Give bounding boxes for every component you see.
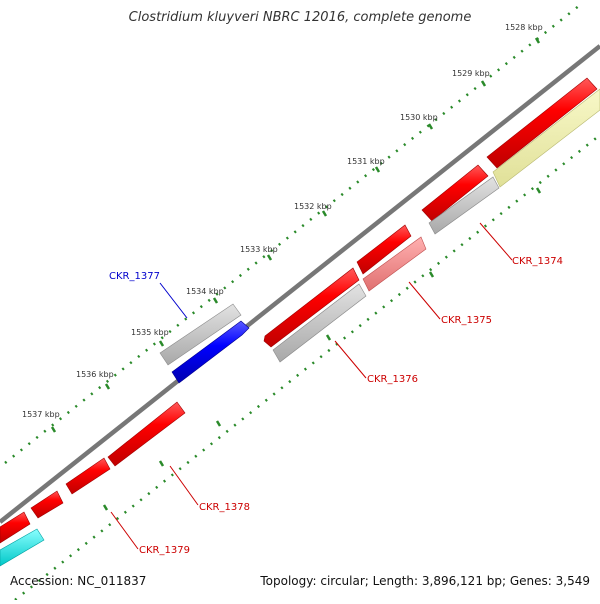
gene-arrow[interactable] [107, 401, 186, 467]
map-footer: Accession: NC_011837 Topology: circular;… [10, 574, 590, 590]
scale-label: 1530 kbp [400, 113, 438, 122]
gene-arrow[interactable] [263, 267, 360, 348]
scale-label: 1537 kbp [22, 410, 60, 419]
gene-labels: CKR_1374 CKR_1375 CKR_1376 CKR_1377 CKR_… [109, 256, 563, 556]
gene-arrow[interactable] [421, 164, 489, 222]
forward-strand-features [0, 77, 598, 544]
outer-major-ticks [50, 37, 541, 433]
scale-label: 1528 kbp [505, 23, 543, 32]
gene-arrow[interactable] [171, 320, 250, 384]
gene-leader-lines [110, 222, 513, 550]
gene-arrow[interactable] [159, 303, 242, 366]
gene-label[interactable]: CKR_1379 [139, 545, 190, 556]
scale-label: 1534 kbp [186, 287, 224, 296]
gene-label[interactable]: CKR_1377 [109, 271, 160, 282]
gene-arrow[interactable] [492, 88, 600, 188]
gene-label[interactable]: CKR_1374 [512, 256, 563, 267]
inner-major-ticks [102, 187, 542, 511]
gene-arrow[interactable] [272, 283, 367, 363]
scale-label: 1533 kbp [240, 245, 278, 254]
gene-arrow[interactable] [0, 528, 45, 567]
inner-scale-ruler [14, 134, 600, 601]
reverse-strand-features [0, 88, 600, 567]
scale-label: 1532 kbp [294, 202, 332, 211]
gene-label[interactable]: CKR_1378 [199, 502, 250, 513]
map-title: Clostridium kluyveri NBRC 12016, complet… [128, 10, 472, 25]
gene-label[interactable]: CKR_1375 [441, 315, 492, 326]
gene-arrow[interactable] [486, 77, 598, 169]
scale-label: 1535 kbp [131, 328, 169, 337]
outer-ruler-dots [4, 4, 581, 464]
gene-arrow[interactable] [0, 511, 31, 544]
genome-stats-text: Topology: circular; Length: 3,896,121 bp… [260, 574, 590, 588]
scale-label: 1529 kbp [452, 69, 490, 78]
outer-scale-ruler: 1528 kbp 1529 kbp 1530 kbp 1531 kbp 1532… [4, 4, 581, 464]
genome-backbone [0, 44, 600, 524]
gene-arrow[interactable] [30, 490, 64, 519]
gene-label[interactable]: CKR_1376 [367, 374, 418, 385]
gene-arrow[interactable] [356, 224, 412, 275]
gene-arrow[interactable] [428, 176, 500, 235]
gene-arrow[interactable] [65, 457, 111, 495]
scale-label: 1531 kbp [347, 157, 385, 166]
scale-label: 1536 kbp [76, 370, 114, 379]
gene-arrow[interactable] [362, 236, 427, 292]
accession-text: Accession: NC_011837 [10, 574, 147, 588]
